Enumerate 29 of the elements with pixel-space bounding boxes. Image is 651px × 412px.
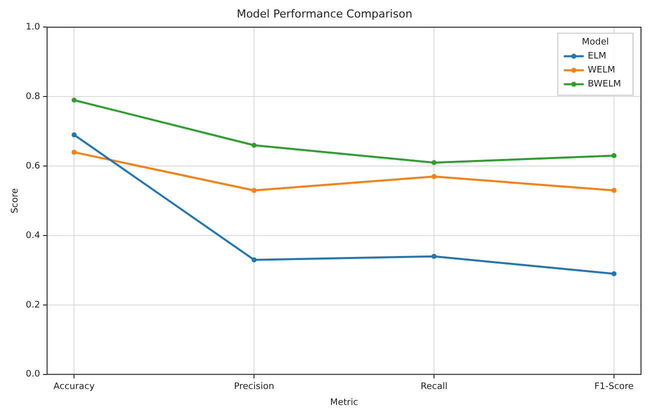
x-tick-label: Precision [234,382,274,392]
y-tick-label: 0.2 [26,300,40,310]
legend-label: WELM [588,66,616,76]
point [252,188,257,193]
point [432,174,437,179]
y-tick-label: 1.0 [26,22,40,33]
x-tick-label: F1-Score [594,382,634,392]
x-tick-label: Accuracy [54,382,96,392]
point [432,160,437,166]
y-tick-label: 0.4 [26,230,40,241]
point [612,271,617,276]
point [252,142,257,148]
legend-title: Model [582,38,609,48]
y-tick-label: 0.8 [26,92,40,102]
point [432,254,437,259]
x-axis-title: Metric [330,398,358,408]
y-axis-title: Score [10,188,21,214]
point [612,188,617,193]
legend-label: BWELM [588,80,621,90]
point [612,153,617,158]
point [72,132,77,138]
point [72,98,77,103]
point [72,150,77,155]
chart-title: Model Performance Comparison [236,7,412,20]
x-tick-label: Recall [420,382,448,392]
y-tick-label: 0.6 [26,161,40,172]
legend-label: ELM [588,52,606,62]
point [252,257,257,262]
y-tick-label: 0.0 [26,370,40,380]
